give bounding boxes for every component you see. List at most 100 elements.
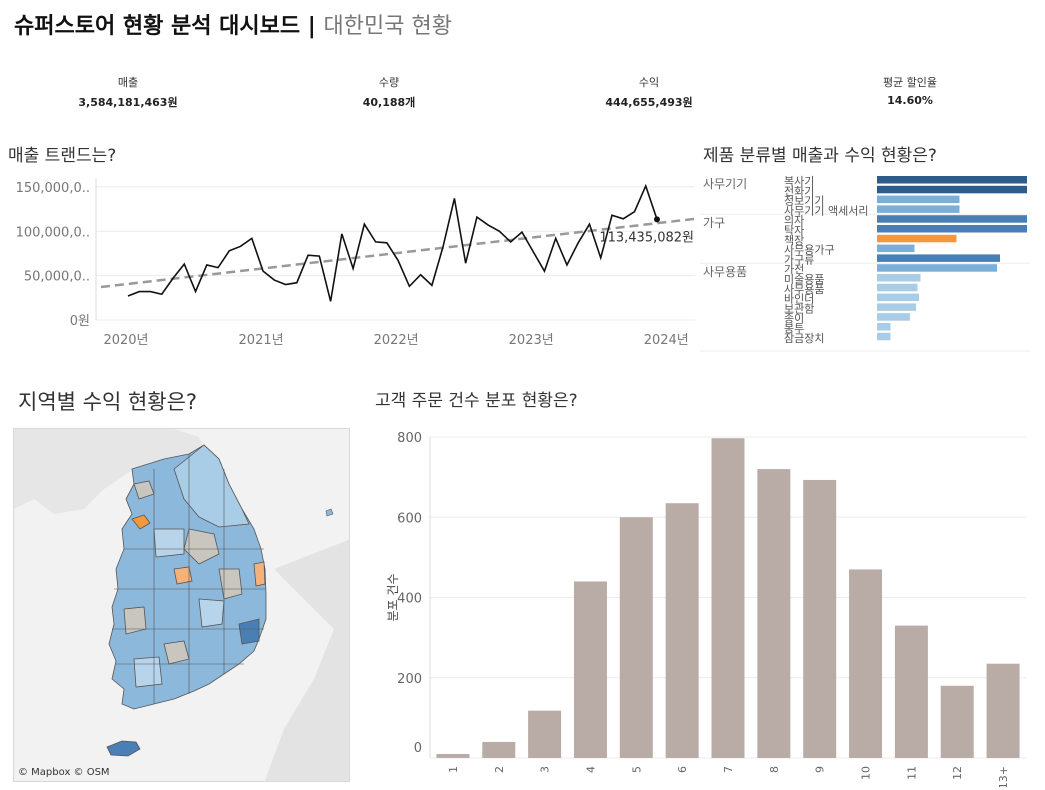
- order-bar[interactable]: [849, 569, 883, 758]
- region-gray-2[interactable]: [183, 528, 220, 565]
- korea-profit-map[interactable]: © Mapbox © OSM: [13, 428, 350, 782]
- sales-trend-chart[interactable]: 0원 50,000,0.. 100,000,0.. 150,000,0.. 2020년…: [0, 170, 700, 355]
- region-orange-east[interactable]: [253, 561, 266, 587]
- order-bar[interactable]: [665, 503, 699, 758]
- category-group-label: 사무용품: [703, 265, 747, 279]
- x-tick-label: 4: [584, 766, 597, 773]
- category-bar[interactable]: [877, 323, 891, 331]
- trendline: [100, 217, 696, 289]
- order-bar[interactable]: [803, 479, 837, 758]
- x-tick-label: 13+: [997, 766, 1010, 787]
- y-tick-label: 50,000,0..: [24, 270, 90, 285]
- x-tick-label: 2020년: [103, 333, 148, 348]
- neighbor-land: [264, 539, 349, 781]
- category-title: 제품 분류별 매출과 수익 현황은?: [703, 146, 937, 166]
- kpi-label: 매출: [117, 76, 139, 89]
- region-light-3[interactable]: [198, 598, 225, 628]
- subcategory-label: 봉투: [784, 322, 804, 335]
- region-light-2[interactable]: [133, 656, 163, 688]
- order-bar[interactable]: [573, 581, 607, 758]
- region-gangwon[interactable]: [173, 444, 250, 528]
- y-tick-label: 100,000,0..: [16, 225, 90, 240]
- x-tick-label: 2023년: [509, 333, 554, 348]
- subcategory-label: 탁자: [784, 224, 804, 237]
- orders-title: 고객 주문 건수 분포 현황은?: [375, 391, 578, 411]
- last-point-marker[interactable]: [654, 216, 660, 223]
- y-tick-label: 600: [397, 511, 422, 526]
- category-bar[interactable]: [877, 234, 957, 243]
- category-bar[interactable]: [877, 274, 921, 282]
- x-tick-label: 2021년: [239, 333, 284, 348]
- map-canvas[interactable]: [14, 429, 350, 782]
- order-bar[interactable]: [757, 469, 791, 758]
- subcategory-label: 의자: [784, 214, 804, 227]
- order-bar[interactable]: [436, 753, 470, 758]
- trend-title: 매출 트랜드는?: [8, 146, 117, 166]
- region-seoul[interactable]: [131, 514, 151, 530]
- x-tick-label: 7: [722, 766, 735, 773]
- ulleung-island[interactable]: [325, 508, 334, 517]
- category-bar[interactable]: [877, 176, 1027, 184]
- category-bar[interactable]: [877, 215, 1027, 223]
- dashboard-subtitle: 대한민국 현황: [323, 14, 452, 39]
- x-tick-label: 2022년: [374, 333, 419, 348]
- x-tick-label: 8: [768, 766, 781, 773]
- order-bar[interactable]: [986, 663, 1020, 758]
- category-bar[interactable]: [877, 205, 960, 213]
- x-tick-label: 9: [814, 766, 827, 773]
- region-dark-blue[interactable]: [238, 618, 260, 645]
- category-group-label: 가구: [703, 216, 725, 230]
- region-orange-mid[interactable]: [173, 566, 193, 585]
- category-bar[interactable]: [877, 293, 919, 302]
- category-bar[interactable]: [877, 283, 918, 292]
- title-separator: |: [307, 14, 316, 39]
- y-tick-label: 400: [397, 592, 422, 607]
- kpi-quantity: 수량 40,188개: [289, 74, 489, 110]
- order-bar[interactable]: [940, 685, 974, 758]
- category-bar[interactable]: [877, 313, 910, 321]
- sales-line[interactable]: [127, 183, 658, 302]
- y-tick-label: 200: [397, 672, 422, 687]
- jeju-island[interactable]: [106, 740, 141, 757]
- dashboard-title-main: 슈퍼스토어 현황 분석 대시보드: [14, 14, 301, 39]
- order-bar[interactable]: [528, 710, 562, 758]
- category-bar[interactable]: [877, 244, 915, 253]
- kpi-label: 수익: [638, 76, 660, 89]
- category-bar[interactable]: [877, 225, 1027, 233]
- x-tick-label: 5: [630, 766, 643, 773]
- category-group-label: 사무기기: [703, 177, 747, 191]
- kpi-label: 평균 할인율: [882, 76, 938, 89]
- neighbor-land: [14, 429, 209, 514]
- subcategory-label: 책장: [784, 234, 804, 247]
- subcategory-label: 가전: [784, 263, 804, 276]
- category-bar[interactable]: [877, 264, 997, 272]
- x-tick-label: 11: [905, 766, 918, 780]
- region-light-1[interactable]: [153, 528, 185, 558]
- category-bar[interactable]: [877, 195, 960, 204]
- y-tick-label: 0: [414, 741, 422, 756]
- order-bar[interactable]: [894, 625, 928, 758]
- order-bar[interactable]: [619, 517, 653, 758]
- y-tick-label: 800: [397, 431, 422, 446]
- subcategory-label: 정보기기: [784, 195, 824, 208]
- order-bar[interactable]: [711, 438, 745, 758]
- category-bar[interactable]: [877, 185, 1027, 194]
- x-tick-label: 10: [860, 766, 873, 780]
- category-bar[interactable]: [877, 332, 891, 341]
- order-bar[interactable]: [482, 741, 516, 758]
- kpi-profit: 수익 444,655,493원: [549, 74, 749, 110]
- subcategory-label: 사무용품: [784, 283, 824, 296]
- last-value-label: 113,435,082원: [599, 230, 694, 245]
- subcategory-label: 가구류: [784, 253, 814, 266]
- y-tick-label: 0원: [70, 314, 90, 329]
- category-bar[interactable]: [877, 303, 916, 311]
- kpi-value: 3,584,181,463원: [78, 96, 178, 109]
- y-axis-title: 분포 건수: [386, 574, 400, 622]
- x-tick-label: 12: [951, 766, 964, 780]
- region-gray-4[interactable]: [123, 606, 147, 635]
- category-bar[interactable]: [877, 254, 1000, 262]
- x-tick-label: 2: [493, 766, 506, 773]
- x-tick-label: 6: [676, 766, 689, 773]
